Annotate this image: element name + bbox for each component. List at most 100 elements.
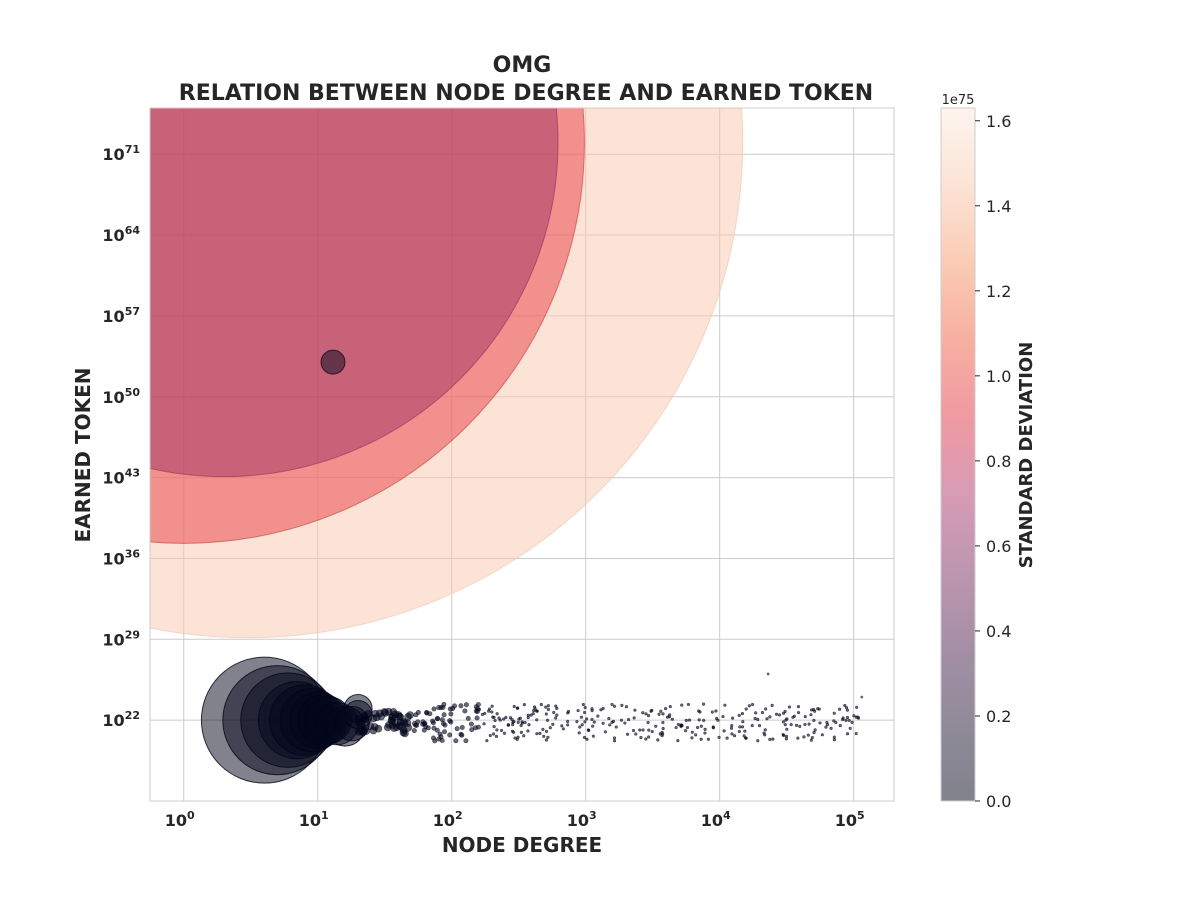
scatter-data-point [601, 721, 605, 725]
scatter-data-point [580, 723, 584, 727]
chart-title-line-1: OMG [493, 53, 552, 78]
scatter-data-point [396, 712, 405, 721]
scatter-data-point [768, 737, 772, 742]
scatter-data-point [544, 729, 549, 734]
scatter-data-point [641, 728, 645, 732]
scatter-data-point [490, 704, 494, 708]
scatter-data-point [768, 715, 772, 719]
scatter-data-point [847, 718, 851, 723]
scatter-data-point [647, 728, 651, 732]
scatter-data-point [472, 725, 478, 731]
scatter-data-point [791, 715, 795, 719]
scatter-data-point [699, 724, 703, 728]
scatter-data-point [539, 702, 543, 707]
scatter-data-point [781, 711, 786, 715]
scatter-data-point [566, 711, 570, 715]
scatter-data-point [413, 712, 419, 718]
scatter-data-point [661, 720, 665, 725]
scatter-data-point [809, 738, 813, 742]
scatter-data-point [538, 731, 542, 735]
scatter-data-point [679, 724, 683, 728]
scatter-data-point [592, 720, 596, 724]
plot-frame [149, 107, 895, 802]
scatter-data-point [820, 733, 824, 737]
scatter-data-point [706, 737, 710, 741]
scatter-data-point [760, 710, 765, 715]
scatter-data-point [517, 717, 521, 721]
scatter-data-point [566, 723, 570, 727]
scatter-data-point [664, 707, 668, 711]
scatter-data-point [676, 722, 680, 727]
scatter-data-point [526, 713, 530, 717]
scatter-data-point [566, 719, 570, 724]
scatter-data-point [603, 730, 608, 734]
scatter-data-point [624, 705, 629, 709]
scatter-data-point [845, 732, 850, 736]
scatter-data-point [716, 718, 720, 722]
scatter-data-point [686, 702, 690, 707]
x-axis-ticks: 100 101 102 103 104 105 [165, 809, 865, 830]
scatter-data-point [607, 716, 611, 721]
scatter-data-point [495, 712, 499, 716]
scatter-data-point [756, 739, 760, 743]
scatter-data-point [554, 716, 558, 720]
scatter-data-point [785, 727, 789, 731]
scatter-data-point [809, 713, 813, 717]
scatter-data-point [812, 718, 816, 722]
scatter-data-point [731, 716, 735, 720]
scatter-data-point [499, 728, 504, 733]
y-axis-ticks: 1022 1029 1036 1043 1050 1057 1064 1071 [102, 143, 140, 730]
scatter-data-point [459, 732, 465, 738]
scatter-data-point [542, 734, 546, 738]
scatter-data-point [462, 708, 468, 714]
scatter-data-point [453, 738, 459, 744]
x-tick-label: 100 [165, 809, 195, 830]
scatter-data-point [430, 718, 436, 724]
scatter-data-point [447, 732, 453, 738]
scatter-data-point [583, 706, 587, 710]
scatter-data-point [434, 716, 440, 722]
scatter-data-point [737, 713, 741, 718]
scatter-data-point [711, 725, 715, 729]
scatter-data-point [529, 713, 533, 717]
scatter-data-point [608, 723, 612, 727]
colorbar-tick-label: 0.4 [986, 622, 1011, 641]
colorbar-tick-label: 0.8 [986, 452, 1011, 471]
scatter-data-point [784, 737, 788, 741]
scatter-data-point [770, 703, 774, 707]
scatter-data-point [763, 728, 767, 732]
big-data-point [150, 108, 559, 478]
scatter-data-point [587, 728, 591, 733]
x-tick-label: 104 [701, 809, 731, 830]
scatter-data-point [730, 723, 734, 728]
scatter-data-point [703, 727, 707, 731]
scatter-data-point [670, 717, 674, 721]
scatter-data-point [753, 716, 757, 721]
scatter-data-point [581, 702, 585, 707]
scatter-data-point [806, 733, 810, 737]
scatter-data-point [832, 711, 836, 715]
scatter-data-point [722, 729, 726, 733]
scatter-data-point [596, 714, 600, 718]
scatter-data-point [764, 707, 768, 711]
scatter-data-point [703, 731, 707, 735]
scatter-data-point [785, 717, 789, 721]
scatter-data-point [732, 734, 737, 738]
scatter-data-point [485, 739, 489, 743]
scatter-data-point [661, 726, 665, 731]
scatter-data-point [701, 702, 706, 706]
scatter-data-point [454, 726, 460, 732]
scatter-data-point [807, 722, 811, 726]
colorbar-offset-text: 1e75 [942, 93, 975, 108]
colorbar [941, 108, 975, 801]
scatter-data-point [579, 715, 584, 719]
scatter-data-point [676, 739, 680, 743]
scatter-data-point [491, 732, 496, 736]
x-tick-label: 105 [835, 809, 865, 830]
scatter-data-point [796, 710, 801, 715]
big-data-point [320, 349, 346, 375]
scatter-data-point [783, 723, 787, 727]
scatter-data-point [855, 705, 859, 709]
scatter-data-point [577, 731, 581, 735]
scatter-data-point [818, 721, 822, 725]
